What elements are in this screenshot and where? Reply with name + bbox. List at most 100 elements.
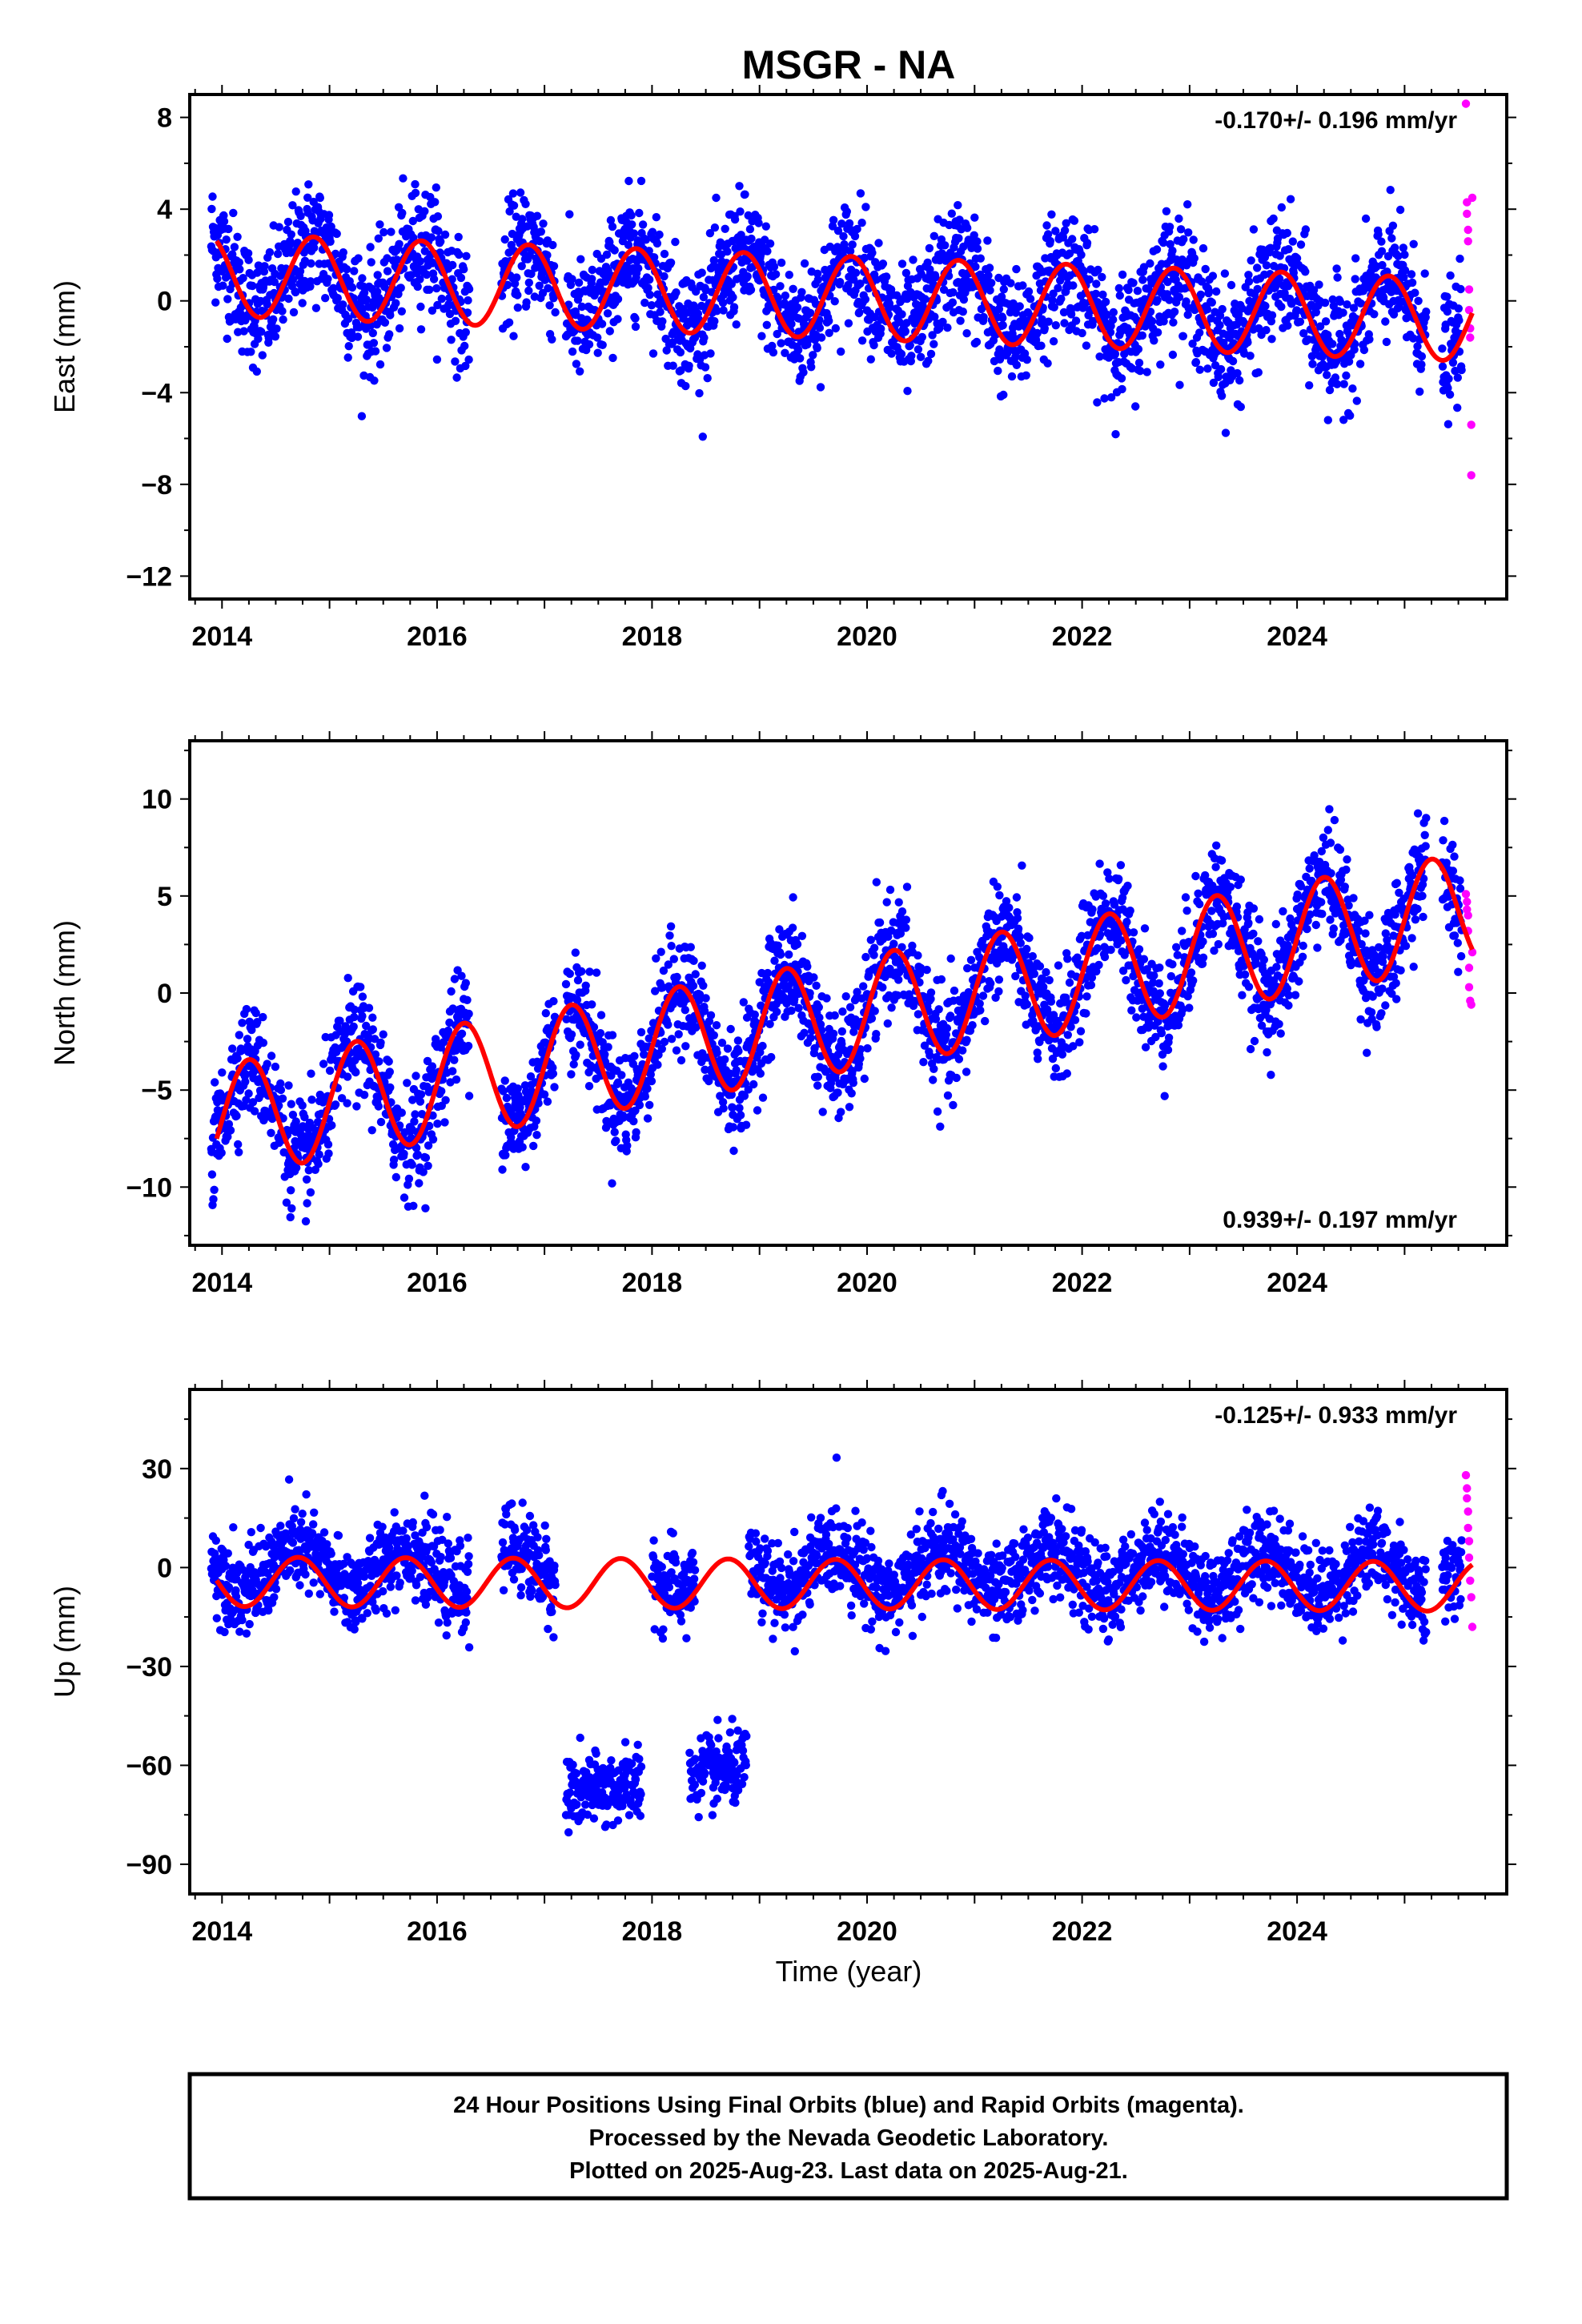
final-orbit-point (793, 345, 803, 355)
final-orbit-point (229, 208, 238, 218)
final-orbit-point (861, 295, 870, 304)
final-orbit-point (413, 282, 422, 292)
final-orbit-point (773, 1007, 781, 1016)
final-orbit-point (289, 308, 299, 317)
final-orbit-point (588, 265, 596, 275)
final-orbit-point (384, 1057, 393, 1066)
final-orbit-point (210, 1185, 219, 1195)
final-orbit-point (1246, 352, 1255, 360)
final-orbit-point (1244, 277, 1254, 286)
final-orbit-point (994, 987, 1003, 996)
final-orbit-point (926, 988, 936, 997)
final-orbit-point (1438, 362, 1447, 371)
final-orbit-point (1349, 304, 1359, 312)
final-orbit-point (1453, 404, 1462, 412)
final-orbit-point (681, 381, 690, 391)
final-orbit-point (776, 282, 785, 291)
final-orbit-point (1134, 358, 1144, 368)
final-orbit-point (307, 259, 315, 268)
final-orbit-point (267, 1051, 276, 1060)
final-orbit-point (1443, 384, 1452, 392)
final-orbit-point (1351, 275, 1359, 283)
final-orbit-point (1453, 373, 1463, 382)
final-orbit-point (767, 1052, 776, 1062)
final-orbit-point (461, 979, 470, 987)
final-orbit-point (1079, 267, 1088, 276)
final-orbit-point (1339, 308, 1347, 317)
final-orbit-point (849, 1079, 858, 1088)
final-orbit-point (903, 387, 912, 396)
final-orbit-point (1022, 1000, 1032, 1009)
final-orbit-point (1046, 236, 1055, 246)
final-orbit-point (1191, 358, 1201, 367)
final-orbit-point (1190, 254, 1199, 263)
final-orbit-point (674, 1030, 683, 1039)
final-orbit-point (1253, 284, 1262, 294)
final-orbit-point (855, 308, 864, 317)
final-orbit-point (1106, 328, 1115, 337)
final-orbit-point (219, 211, 228, 220)
final-orbit-point (1195, 328, 1204, 337)
final-orbit-point (875, 918, 885, 927)
final-orbit-point (252, 367, 261, 376)
final-orbit-point (1386, 186, 1395, 195)
final-orbit-point (667, 1035, 677, 1043)
final-orbit-point (613, 295, 623, 304)
final-orbit-point (548, 1069, 558, 1078)
final-orbit-point (565, 969, 574, 979)
final-orbit-point (868, 248, 877, 257)
final-orbit-point (432, 283, 441, 293)
final-orbit-point (1051, 227, 1060, 235)
final-orbit-point (662, 346, 671, 355)
final-orbit-point (304, 180, 313, 189)
final-orbit-point (645, 275, 654, 284)
final-orbit-point (624, 240, 633, 249)
final-orbit-point (233, 232, 242, 241)
final-orbit-point (673, 972, 681, 982)
final-orbit-point (750, 1010, 759, 1019)
final-orbit-point (831, 324, 841, 333)
final-orbit-point (230, 243, 239, 251)
final-orbit-point (1040, 324, 1050, 333)
final-orbit-point (409, 1201, 418, 1211)
final-orbit-point (1454, 304, 1464, 313)
final-orbit-point (368, 1013, 377, 1022)
final-orbit-point (1059, 308, 1069, 317)
final-orbit-point (1033, 328, 1042, 338)
final-orbit-point (1146, 259, 1154, 268)
final-orbit-point (930, 340, 938, 348)
final-orbit-point (636, 176, 646, 186)
final-orbit-point (573, 336, 582, 345)
final-orbit-point (244, 255, 253, 264)
final-orbit-point (735, 182, 744, 191)
final-orbit-point (1165, 296, 1174, 304)
final-orbit-point (777, 258, 786, 267)
final-orbit-point (723, 247, 732, 256)
final-orbit-point (339, 248, 347, 257)
final-orbit-point (568, 347, 577, 356)
final-orbit-point (271, 332, 280, 341)
final-orbit-point (699, 981, 708, 991)
final-orbit-point (1283, 228, 1292, 238)
final-orbit-point (1445, 390, 1455, 399)
final-orbit-point (1070, 1015, 1080, 1024)
final-orbit-point (351, 1068, 360, 1077)
final-orbit-point (962, 1068, 971, 1076)
final-orbit-point (1050, 303, 1058, 312)
final-orbit-point (1116, 861, 1126, 870)
final-orbit-point (350, 1012, 359, 1022)
final-orbit-point (653, 1060, 662, 1069)
final-orbit-point (697, 268, 706, 277)
final-orbit-point (787, 1006, 796, 1015)
final-orbit-point (1422, 308, 1431, 316)
final-orbit-point (550, 1083, 559, 1092)
final-orbit-point (368, 1025, 377, 1034)
final-orbit-point (660, 1037, 669, 1047)
final-orbit-point (333, 294, 342, 303)
final-orbit-point (1101, 899, 1110, 908)
final-orbit-point (830, 1011, 839, 1020)
final-orbit-point (1203, 364, 1212, 373)
final-orbit-point (1179, 235, 1188, 243)
final-orbit-point (897, 310, 906, 319)
